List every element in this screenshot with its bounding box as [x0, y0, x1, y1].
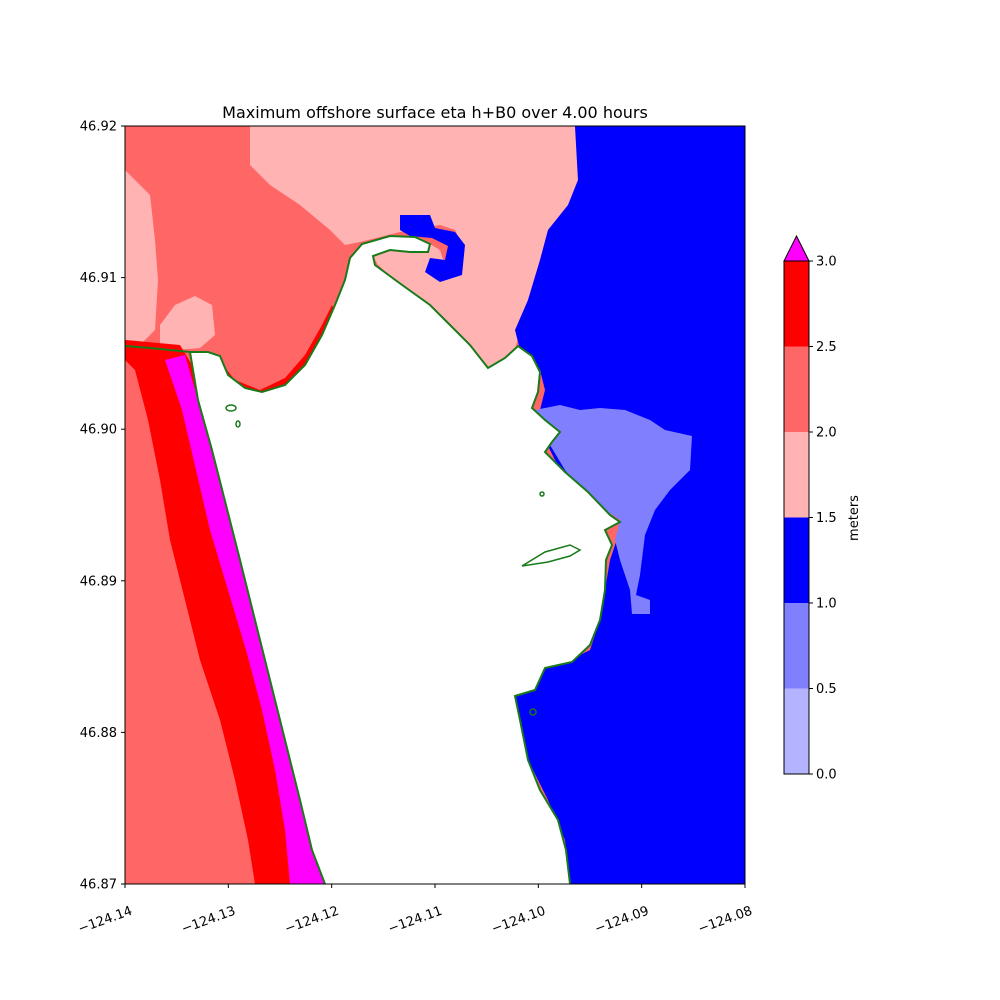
colorbar-tick-label: 0.0	[816, 768, 837, 783]
shoreline-coast	[189, 351, 326, 884]
colorbar-segment	[784, 517, 809, 603]
y-tick-label: 46.87	[80, 878, 117, 893]
y-tick-label: 46.89	[80, 574, 117, 589]
region-1.5-2.0-patch	[160, 296, 215, 350]
y-tick-label: 46.91	[80, 271, 117, 286]
region-1.5-2.0-west	[125, 170, 158, 345]
y-tick-label: 46.92	[80, 120, 117, 135]
region-2.5-3.0-west	[125, 340, 292, 884]
shoreline-channel	[521, 544, 582, 567]
x-tick-label: −124.09	[593, 904, 651, 937]
shoreline-islet	[529, 708, 537, 716]
land	[190, 236, 620, 884]
colorbar-tick-label: 3.0	[816, 255, 837, 270]
colorbar-tick-label: 2.5	[816, 340, 837, 355]
colorbar-extend-arrow	[783, 234, 810, 262]
colorbar-tick-label: 2.0	[816, 426, 837, 441]
x-axis: −124.14 −124.13 −124.12 −124.11 −124.10 −124.…	[76, 884, 754, 937]
y-tick-label: 46.90	[80, 423, 117, 438]
shoreline-islet	[539, 491, 545, 497]
x-tick-label: −124.12	[283, 904, 341, 937]
colorbar-segment	[784, 603, 809, 689]
colorbar-segment	[784, 432, 809, 518]
y-axis: 46.87 46.88 46.89 46.90 46.91 46.92	[80, 120, 125, 893]
colorbar-tick-label: 0.5	[816, 682, 837, 697]
map-title: Maximum offshore surface eta h+B0 over 4…	[222, 103, 648, 122]
colorbar: 0.0 0.5 1.0 1.5 2.0 2.5 3.0	[783, 234, 837, 783]
y-tick-label: 46.88	[80, 726, 117, 741]
colorbar-label: meters	[847, 495, 862, 541]
region-0.5-1.0	[535, 405, 692, 614]
region-above-3.0	[165, 355, 325, 884]
x-tick-label: −124.08	[696, 904, 754, 937]
colorbar-segment	[784, 688, 809, 774]
colorbar-tick-label: 1.5	[816, 511, 837, 526]
colorbar-segment	[784, 346, 809, 432]
region-1.0-1.5-patch	[400, 215, 465, 282]
shoreline-islet	[225, 404, 237, 412]
x-tick-label: −124.11	[386, 904, 444, 937]
x-tick-label: −124.13	[180, 904, 238, 937]
shoreline-islet	[235, 420, 241, 428]
colorbar-segment	[784, 261, 809, 347]
x-tick-label: −124.10	[490, 904, 548, 937]
colorbar-tick-label: 1.0	[816, 597, 837, 612]
shoreline	[125, 234, 622, 884]
x-tick-label: −124.14	[76, 904, 134, 937]
region-2.5-3.0-spit	[215, 305, 336, 392]
map-plot	[124, 125, 746, 885]
